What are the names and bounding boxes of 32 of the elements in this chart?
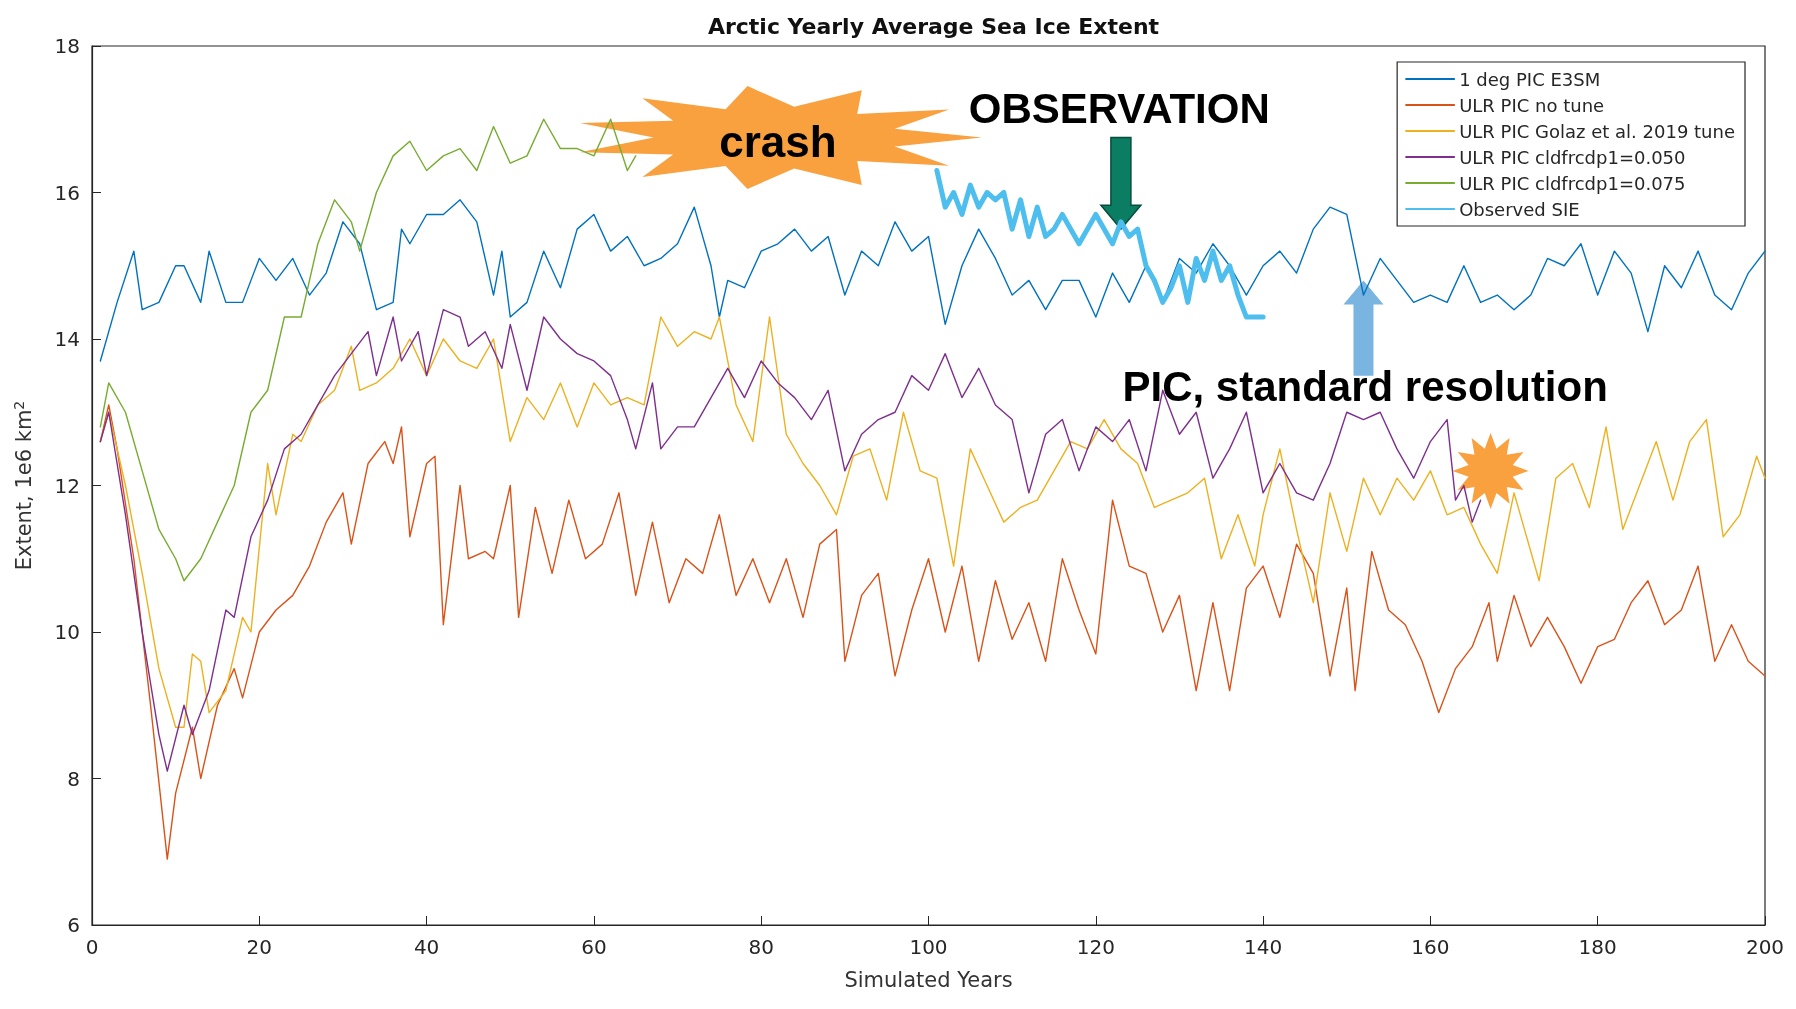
- y-tick-label: 8: [67, 766, 80, 791]
- y-axis-title: Extent, 1e6 km2: [11, 400, 36, 571]
- legend-label: 1 deg PIC E3SM: [1459, 68, 1601, 90]
- x-tick-label: 0: [85, 935, 99, 959]
- y-tick-label: 18: [54, 34, 80, 58]
- x-axis-title: Simulated Years: [844, 967, 1013, 992]
- x-tick-label: 80: [748, 935, 774, 959]
- y-tick-label: 6: [67, 913, 80, 937]
- x-tick-label: 40: [413, 935, 440, 959]
- x-tick-label: 100: [909, 935, 948, 959]
- y-tick-label: 14: [54, 327, 80, 351]
- legend-label: Observed SIE: [1459, 198, 1580, 220]
- x-tick-label: 180: [1578, 935, 1617, 959]
- legend-label: ULR PIC no tune: [1459, 94, 1605, 116]
- legend-label: ULR PIC cldfrcdp1=0.050: [1459, 146, 1686, 168]
- x-tick-label: 160: [1411, 935, 1450, 959]
- chart-title: Arctic Yearly Average Sea Ice Extent: [707, 13, 1160, 39]
- y-tick-label: 12: [54, 473, 80, 498]
- legend-label: ULR PIC cldfrcdp1=0.075: [1459, 172, 1686, 194]
- x-tick-label: 140: [1244, 935, 1283, 959]
- y-tick-label: 16: [54, 180, 80, 205]
- legend-label: ULR PIC Golaz et al. 2019 tune: [1459, 120, 1736, 142]
- line-series: [99, 199, 1766, 362]
- x-tick-label: 20: [246, 935, 273, 959]
- y-tick-label: 10: [54, 620, 80, 644]
- x-tick-label: 60: [581, 935, 607, 959]
- x-tick-label: 200: [1745, 935, 1785, 959]
- x-tick-label: 120: [1076, 935, 1115, 959]
- annotation: OBSERVATION: [968, 84, 1270, 132]
- line-series: [99, 118, 637, 582]
- annotation: PIC, standard resolution: [1122, 363, 1608, 411]
- annotation: crash: [719, 116, 837, 166]
